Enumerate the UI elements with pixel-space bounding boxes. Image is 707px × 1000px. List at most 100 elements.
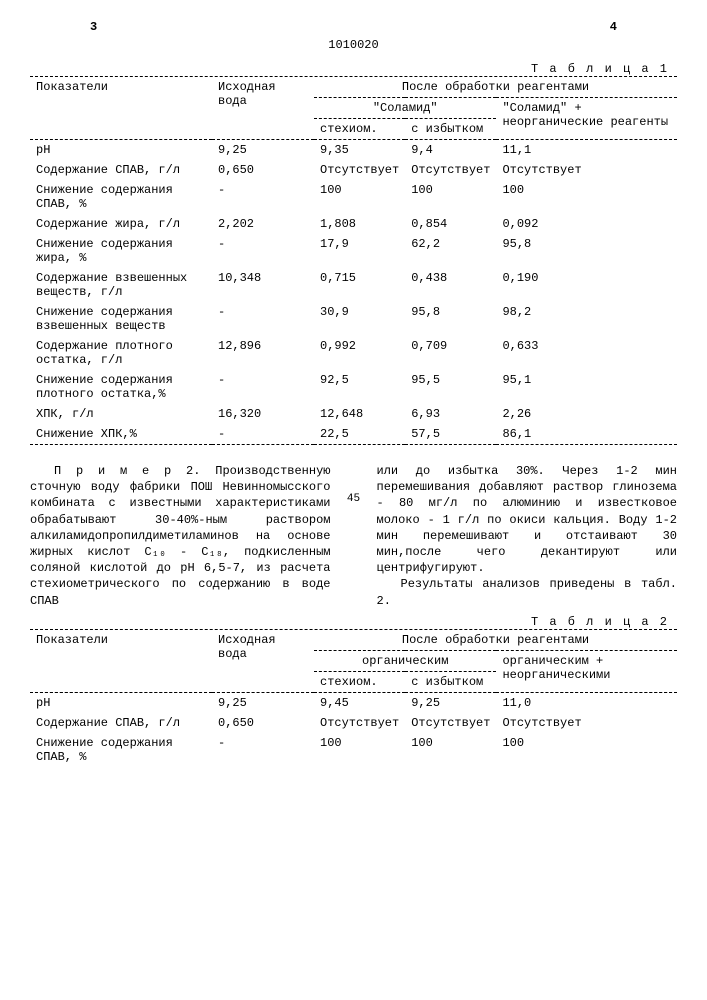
- th-stech: стехиом.: [314, 119, 405, 140]
- table-row: pH9,259,459,2511,0: [30, 692, 677, 713]
- table-row: Снижение содержания жира, %-17,962,295,8: [30, 234, 677, 268]
- table2-caption: Т а б л и ц а 2: [30, 615, 677, 630]
- cell-source: -: [212, 302, 314, 336]
- cell-inorg: 100: [496, 733, 677, 767]
- cell-stech: 9,45: [314, 692, 405, 713]
- table-row: Снижение содержания СПАВ, %-100100100: [30, 180, 677, 214]
- cell-excess: Отсутствует: [405, 713, 496, 733]
- th-solamid: "Соламид": [314, 98, 496, 119]
- cell-source: 9,25: [212, 692, 314, 713]
- cell-inorg: 86,1: [496, 424, 677, 445]
- cell-source: 9,25: [212, 140, 314, 161]
- row-label: Снижение содержания СПАВ, %: [30, 733, 212, 767]
- table-row: pH9,259,359,411,1: [30, 140, 677, 161]
- row-label: Содержание взвешенных веществ, г/л: [30, 268, 212, 302]
- para-right-1: или до избытка 30%. Через 1-2 мин переме…: [377, 463, 678, 576]
- table-row: Содержание СПАВ, г/л0,650ОтсутствуетОтсу…: [30, 713, 677, 733]
- cell-excess: 62,2: [405, 234, 496, 268]
- cell-source: -: [212, 370, 314, 404]
- cell-stech: Отсутствует: [314, 713, 405, 733]
- th-indicators: Показатели: [30, 77, 212, 140]
- cell-stech: 9,35: [314, 140, 405, 161]
- cell-excess: Отсутствует: [405, 160, 496, 180]
- th2-stech: стехиом.: [314, 671, 405, 692]
- cell-inorg: 0,092: [496, 214, 677, 234]
- cell-inorg: 0,190: [496, 268, 677, 302]
- page-header: 3 4: [30, 20, 677, 38]
- cell-excess: 9,4: [405, 140, 496, 161]
- row-label: ХПК, г/л: [30, 404, 212, 424]
- cell-source: 0,650: [212, 713, 314, 733]
- table1-caption: Т а б л и ц а 1: [30, 62, 677, 77]
- table-row: ХПК, г/л16,32012,6486,932,26: [30, 404, 677, 424]
- cell-stech: 0,715: [314, 268, 405, 302]
- para-left: П р и м е р 2. Производственную сточную …: [30, 463, 331, 609]
- cell-excess: 100: [405, 733, 496, 767]
- table1: Показатели Исходная вода После обработки…: [30, 77, 677, 445]
- cell-inorg: Отсутствует: [496, 160, 677, 180]
- th2-org-inorg: органическим + неорганическими: [496, 650, 677, 692]
- table-row: Содержание СПАВ, г/л0,650ОтсутствуетОтсу…: [30, 160, 677, 180]
- table-row: Содержание жира, г/л2,2021,8080,8540,092: [30, 214, 677, 234]
- cell-excess: 57,5: [405, 424, 496, 445]
- cell-inorg: Отсутствует: [496, 713, 677, 733]
- cell-inorg: 0,633: [496, 336, 677, 370]
- table-row: Содержание плотного остатка, г/л12,896 0,…: [30, 336, 677, 370]
- cell-source: 12,896: [212, 336, 314, 370]
- cell-excess: 100: [405, 180, 496, 214]
- cell-source: -: [212, 733, 314, 767]
- cell-stech: 22,5: [314, 424, 405, 445]
- row-label: Снижение ХПК,%: [30, 424, 212, 445]
- th2-after: После обработки реагентами: [314, 630, 677, 651]
- cell-inorg: 98,2: [496, 302, 677, 336]
- page-num-left: 3: [90, 20, 97, 34]
- row-label: Снижение содержания жира, %: [30, 234, 212, 268]
- cell-source: -: [212, 234, 314, 268]
- cell-stech: 1,808: [314, 214, 405, 234]
- page-num-right: 4: [610, 20, 617, 34]
- cell-source: -: [212, 424, 314, 445]
- table2: Показатели Исходная вода После обработки…: [30, 630, 677, 767]
- cell-excess: 6,93: [405, 404, 496, 424]
- cell-stech: 12,648: [314, 404, 405, 424]
- cell-stech: 100: [314, 180, 405, 214]
- th2-excess: с избытком: [405, 671, 496, 692]
- cell-excess: 0,709: [405, 336, 496, 370]
- cell-stech: 30,9: [314, 302, 405, 336]
- cell-excess: 0,438: [405, 268, 496, 302]
- cell-source: -: [212, 180, 314, 214]
- row-label: Содержание плотного остатка, г/л: [30, 336, 212, 370]
- cell-inorg: 11,0: [496, 692, 677, 713]
- th-after: После обработки реагентами: [314, 77, 677, 98]
- row-label: pH: [30, 140, 212, 161]
- doc-number: 1010020: [30, 38, 677, 52]
- th-solamid-inorg: "Соламид" + неорганические реагенты: [496, 98, 677, 140]
- cell-inorg: 11,1: [496, 140, 677, 161]
- cell-source: 16,320: [212, 404, 314, 424]
- row-label: Снижение содержания СПАВ, %: [30, 180, 212, 214]
- cell-stech: 100: [314, 733, 405, 767]
- cell-excess: 0,854: [405, 214, 496, 234]
- table-row: Снижение содержания СПАВ, %-100100100: [30, 733, 677, 767]
- cell-inorg: 95,1: [496, 370, 677, 404]
- cell-excess: 95,8: [405, 302, 496, 336]
- cell-excess: 95,5: [405, 370, 496, 404]
- th2-indicators: Показатели: [30, 630, 212, 693]
- cell-inorg: 2,26: [496, 404, 677, 424]
- cell-source: 2,202: [212, 214, 314, 234]
- row-label: Содержание жира, г/л: [30, 214, 212, 234]
- cell-stech: 17,9: [314, 234, 405, 268]
- example-paragraph: П р и м е р 2. Производственную сточную …: [30, 463, 677, 609]
- row-label: Содержание СПАВ, г/л: [30, 713, 212, 733]
- cell-stech: 92,5: [314, 370, 405, 404]
- table-row: Снижение содержания плотного остатка,%-9…: [30, 370, 677, 404]
- cell-inorg: 100: [496, 180, 677, 214]
- cell-excess: 9,25: [405, 692, 496, 713]
- row-label: Содержание СПАВ, г/л: [30, 160, 212, 180]
- th-excess: с избытком: [405, 119, 496, 140]
- th2-source: Исходная вода: [212, 630, 314, 693]
- table-row: Снижение ХПК,%-22,557,586,1: [30, 424, 677, 445]
- table-row: Содержание взвешенных веществ, г/л10,348…: [30, 268, 677, 302]
- row-label: Снижение содержания плотного остатка,%: [30, 370, 212, 404]
- gutter-number: 45: [345, 493, 363, 505]
